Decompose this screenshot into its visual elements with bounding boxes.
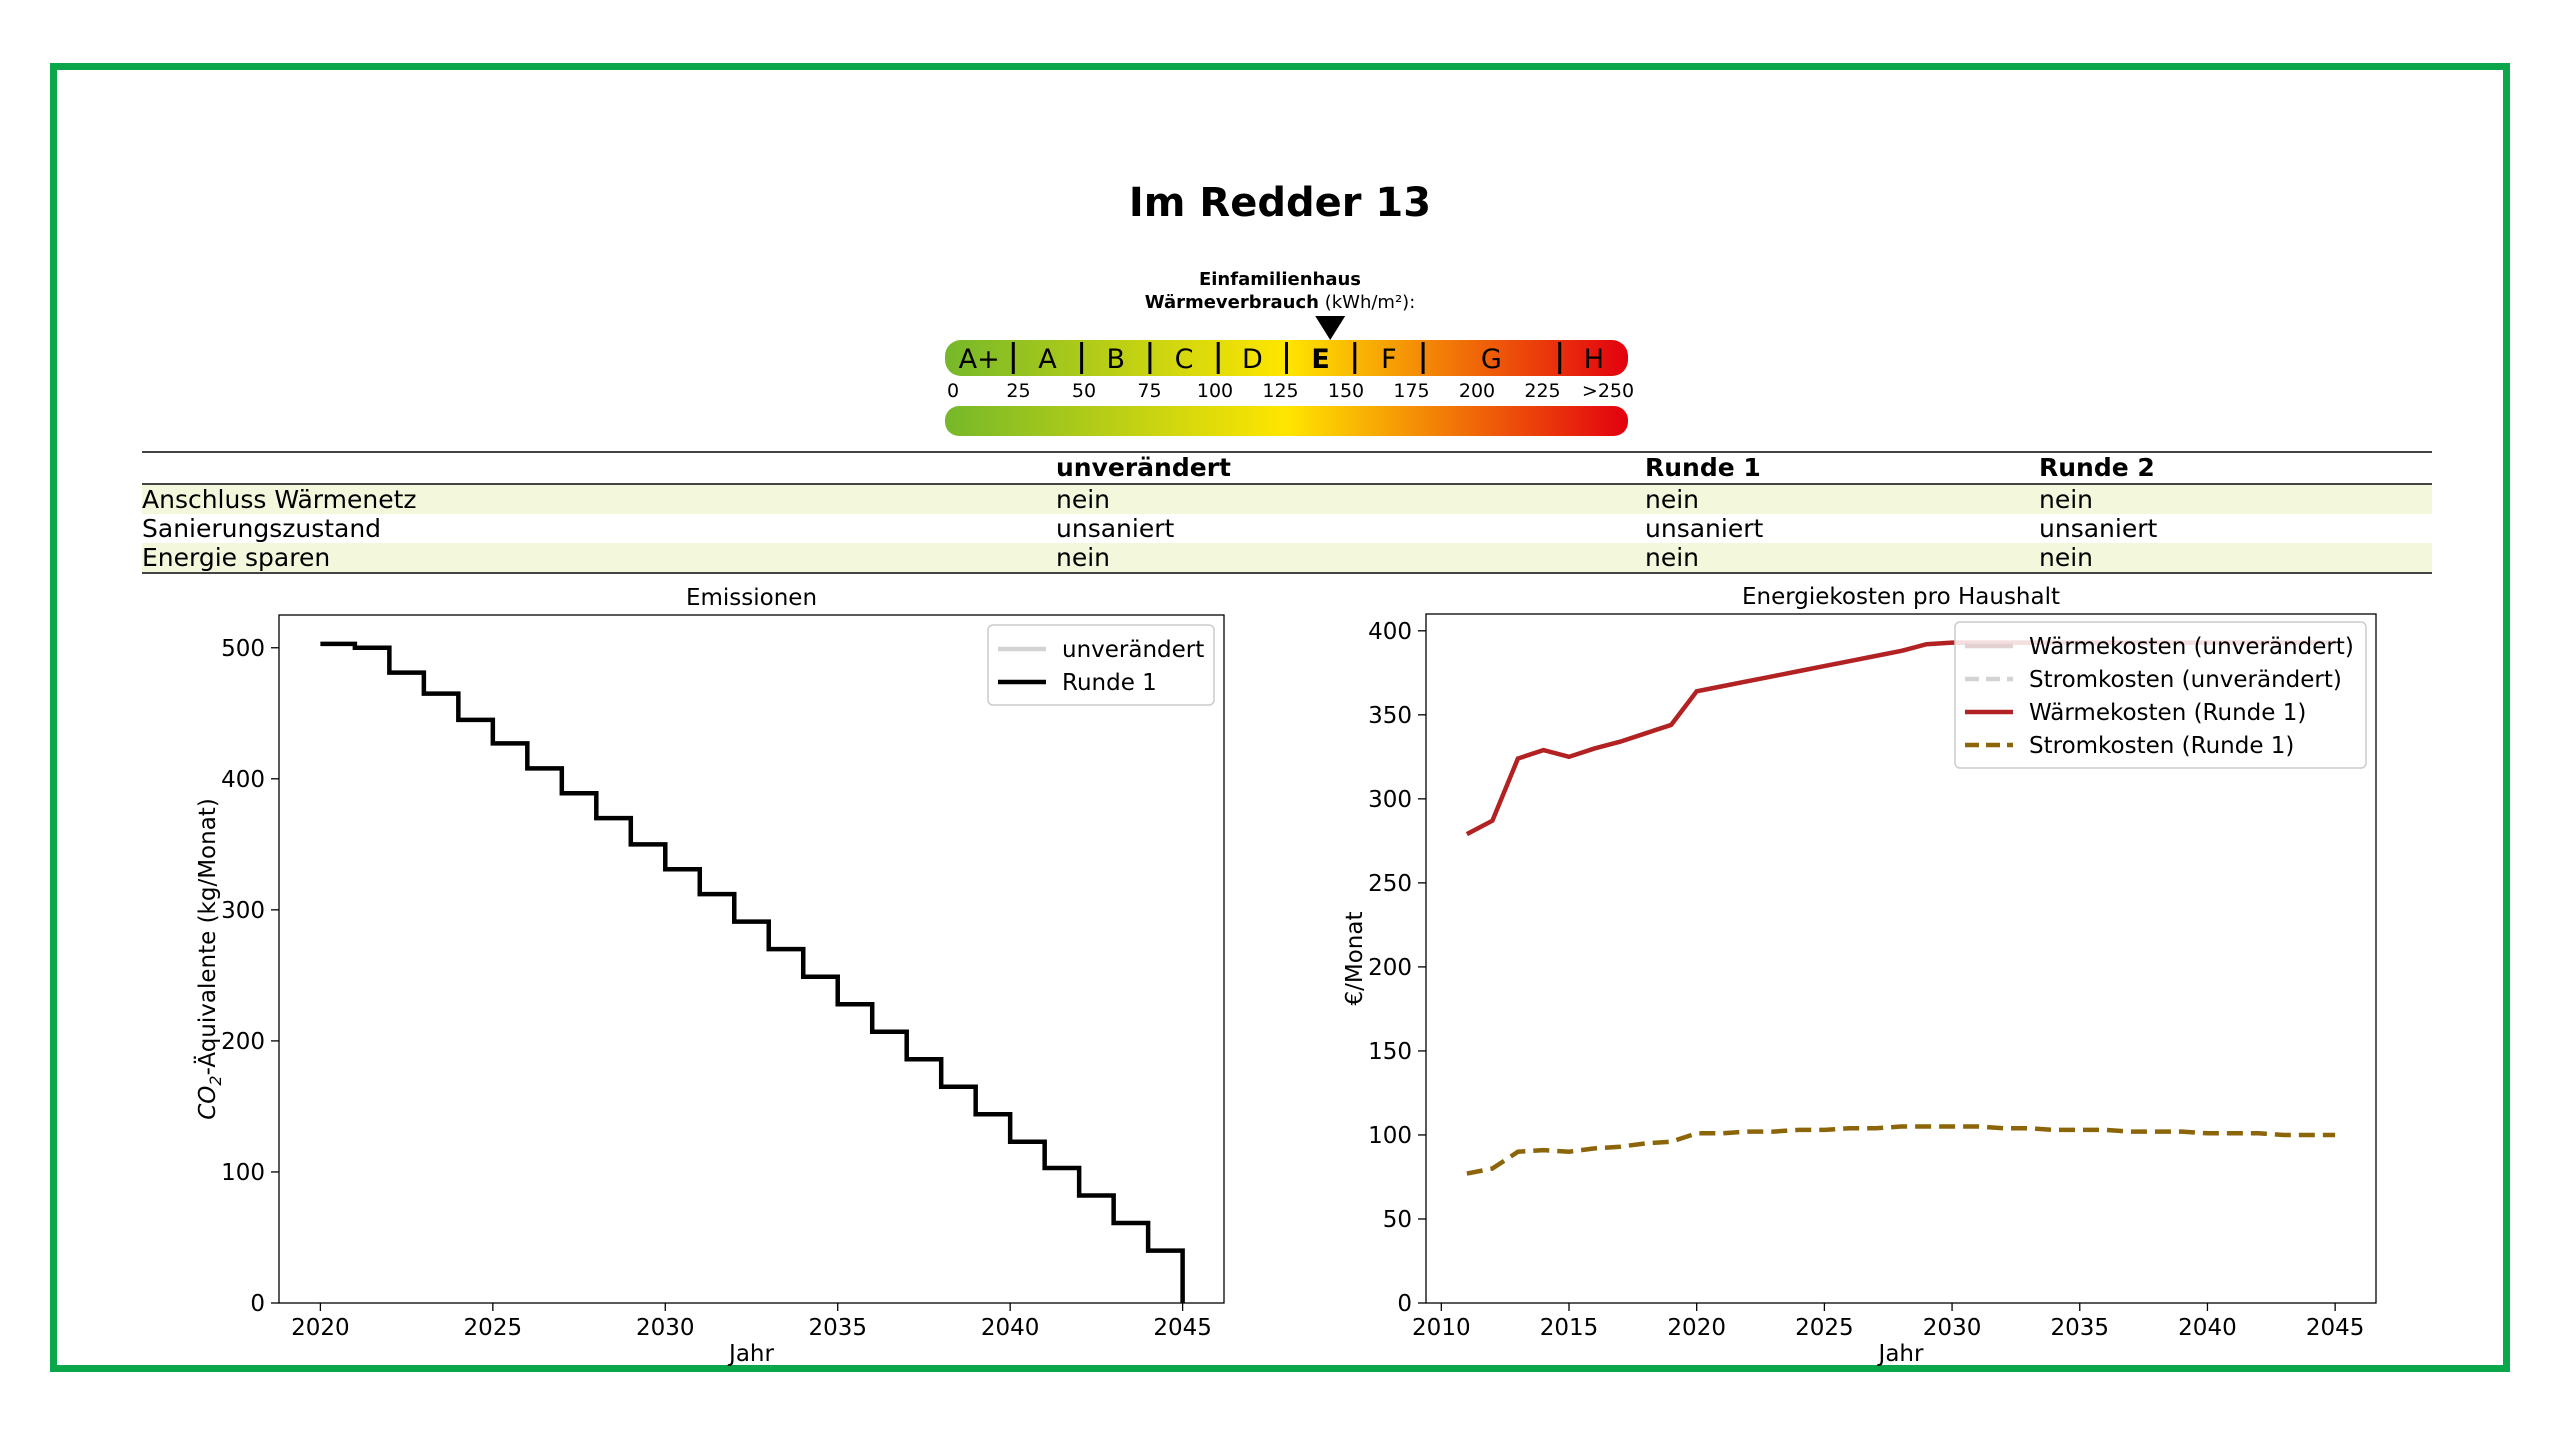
table-cell: unsaniert — [2039, 514, 2158, 543]
y-tick-label: 350 — [1368, 703, 1412, 729]
table-cell: unsaniert — [1056, 514, 1175, 543]
scale-label: Wärmeverbrauch — [1144, 292, 1319, 313]
table-header-unveraendert: unverändert — [1056, 453, 1231, 482]
y-tick-label: 300 — [221, 898, 265, 924]
y-tick-label: 0 — [250, 1291, 265, 1317]
x-tick-label: 2025 — [1795, 1315, 1854, 1341]
y-tick-label: 400 — [1368, 619, 1412, 645]
y-axis-label-rest: -Äquivalente (kg/Monat) — [193, 798, 221, 1075]
legend-box — [987, 624, 1215, 706]
table-header-row: unverändert Runde 1 Runde 2 — [142, 453, 2432, 482]
y-tick-label: 150 — [1368, 1039, 1412, 1065]
y-axis-label: CO2-Äquivalente (kg/Monat) — [193, 798, 225, 1120]
x-tick-label: 2020 — [1667, 1315, 1726, 1341]
x-tick-label: 2015 — [1540, 1315, 1599, 1341]
x-tick-label: 2045 — [2306, 1315, 2365, 1341]
scenario-table: unverändert Runde 1 Runde 2 Anschluss Wä… — [142, 451, 2432, 574]
table-bottom-rule — [142, 572, 2432, 574]
legend-label: Stromkosten (Runde 1) — [2029, 733, 2294, 759]
y-axis-label-co: CO — [195, 1086, 221, 1120]
x-tick-label: 2035 — [808, 1315, 867, 1341]
chart-title: Energiekosten pro Haushalt — [1742, 584, 2060, 610]
table-top-rule — [142, 451, 2432, 453]
y-tick-label: 250 — [1368, 871, 1412, 897]
table-row: Energie sparen nein nein nein — [142, 543, 2432, 572]
x-tick-label: 2020 — [291, 1315, 350, 1341]
table-header-runde-1: Runde 1 — [1645, 453, 1761, 482]
table-header-runde-2: Runde 2 — [2039, 453, 2155, 482]
series-line — [320, 641, 1185, 1303]
legend-box — [1954, 621, 2367, 769]
page-frame — [50, 63, 2510, 1372]
x-tick-label: 2045 — [1153, 1315, 1212, 1341]
table-header-rule — [142, 483, 2432, 485]
y-tick-label: 50 — [1383, 1207, 1412, 1233]
building-type: Einfamilienhaus — [1198, 269, 1362, 290]
table-row: Anschluss Wärmenetz nein nein nein — [142, 485, 2432, 514]
plot-area — [1425, 613, 2377, 1304]
legend-label: Wärmekosten (unverändert) — [2029, 634, 2354, 660]
y-axis-label-sub: 2 — [206, 1075, 225, 1085]
plot-area — [278, 614, 1225, 1304]
legend-label: Stromkosten (unverändert) — [2029, 667, 2342, 693]
series-line — [1466, 1124, 2336, 1176]
table-row: Sanierungszustand unsaniert unsaniert un… — [142, 514, 2432, 543]
energy-costs-chart: Energiekosten pro Haushalt 2010 2015 2020 20… — [1342, 584, 2377, 1367]
table-cell: nein — [2039, 485, 2094, 514]
chart-title: Emissionen — [686, 585, 817, 611]
y-tick-label: 0 — [1397, 1291, 1412, 1317]
scale-unit: (kWh/m²): — [1324, 292, 1416, 313]
y-axis-label: €/Monat — [1342, 912, 1368, 1006]
table-cell: nein — [1645, 543, 1700, 572]
table-row-label: Anschluss Wärmenetz — [142, 485, 417, 514]
y-tick-label: 100 — [1368, 1123, 1412, 1149]
legend-label: unverändert — [1062, 637, 1204, 663]
table-row-label: Energie sparen — [142, 543, 331, 572]
table-cell: nein — [2039, 543, 2094, 572]
x-tick-label: 2030 — [636, 1315, 695, 1341]
x-tick-label: 2030 — [1923, 1315, 1982, 1341]
table-row-label: Sanierungszustand — [142, 514, 382, 543]
x-tick-label: 2035 — [2050, 1315, 2109, 1341]
legend-label: Runde 1 — [1062, 670, 1157, 696]
table-cell: unsaniert — [1645, 514, 1764, 543]
y-tick-label: 500 — [221, 636, 265, 662]
page-title: Im Redder 13 — [1128, 180, 1432, 226]
x-tick-label: 2040 — [981, 1315, 1040, 1341]
table-cell: nein — [1056, 485, 1111, 514]
x-tick-label: 2010 — [1412, 1315, 1471, 1341]
x-axis-label: Jahr — [727, 1341, 774, 1367]
scale-caption: Einfamilienhaus Wärmeverbrauch (kWh/m²): — [0, 268, 2560, 314]
y-tick-label: 100 — [221, 1160, 265, 1186]
emissions-chart: Emissionen 2020 2025 2030 2035 2040 2045 0 100 20… — [193, 585, 1225, 1367]
x-axis-label: Jahr — [1877, 1341, 1924, 1367]
y-tick-label: 300 — [1368, 787, 1412, 813]
x-tick-label: 2025 — [464, 1315, 523, 1341]
table-cell: nein — [1056, 543, 1111, 572]
table-cell: nein — [1645, 485, 1700, 514]
legend-label: Wärmekosten (Runde 1) — [2029, 700, 2306, 726]
y-tick-label: 200 — [1368, 955, 1412, 981]
y-tick-label: 400 — [221, 767, 265, 793]
y-tick-label: 200 — [221, 1029, 265, 1055]
x-tick-label: 2040 — [2178, 1315, 2237, 1341]
